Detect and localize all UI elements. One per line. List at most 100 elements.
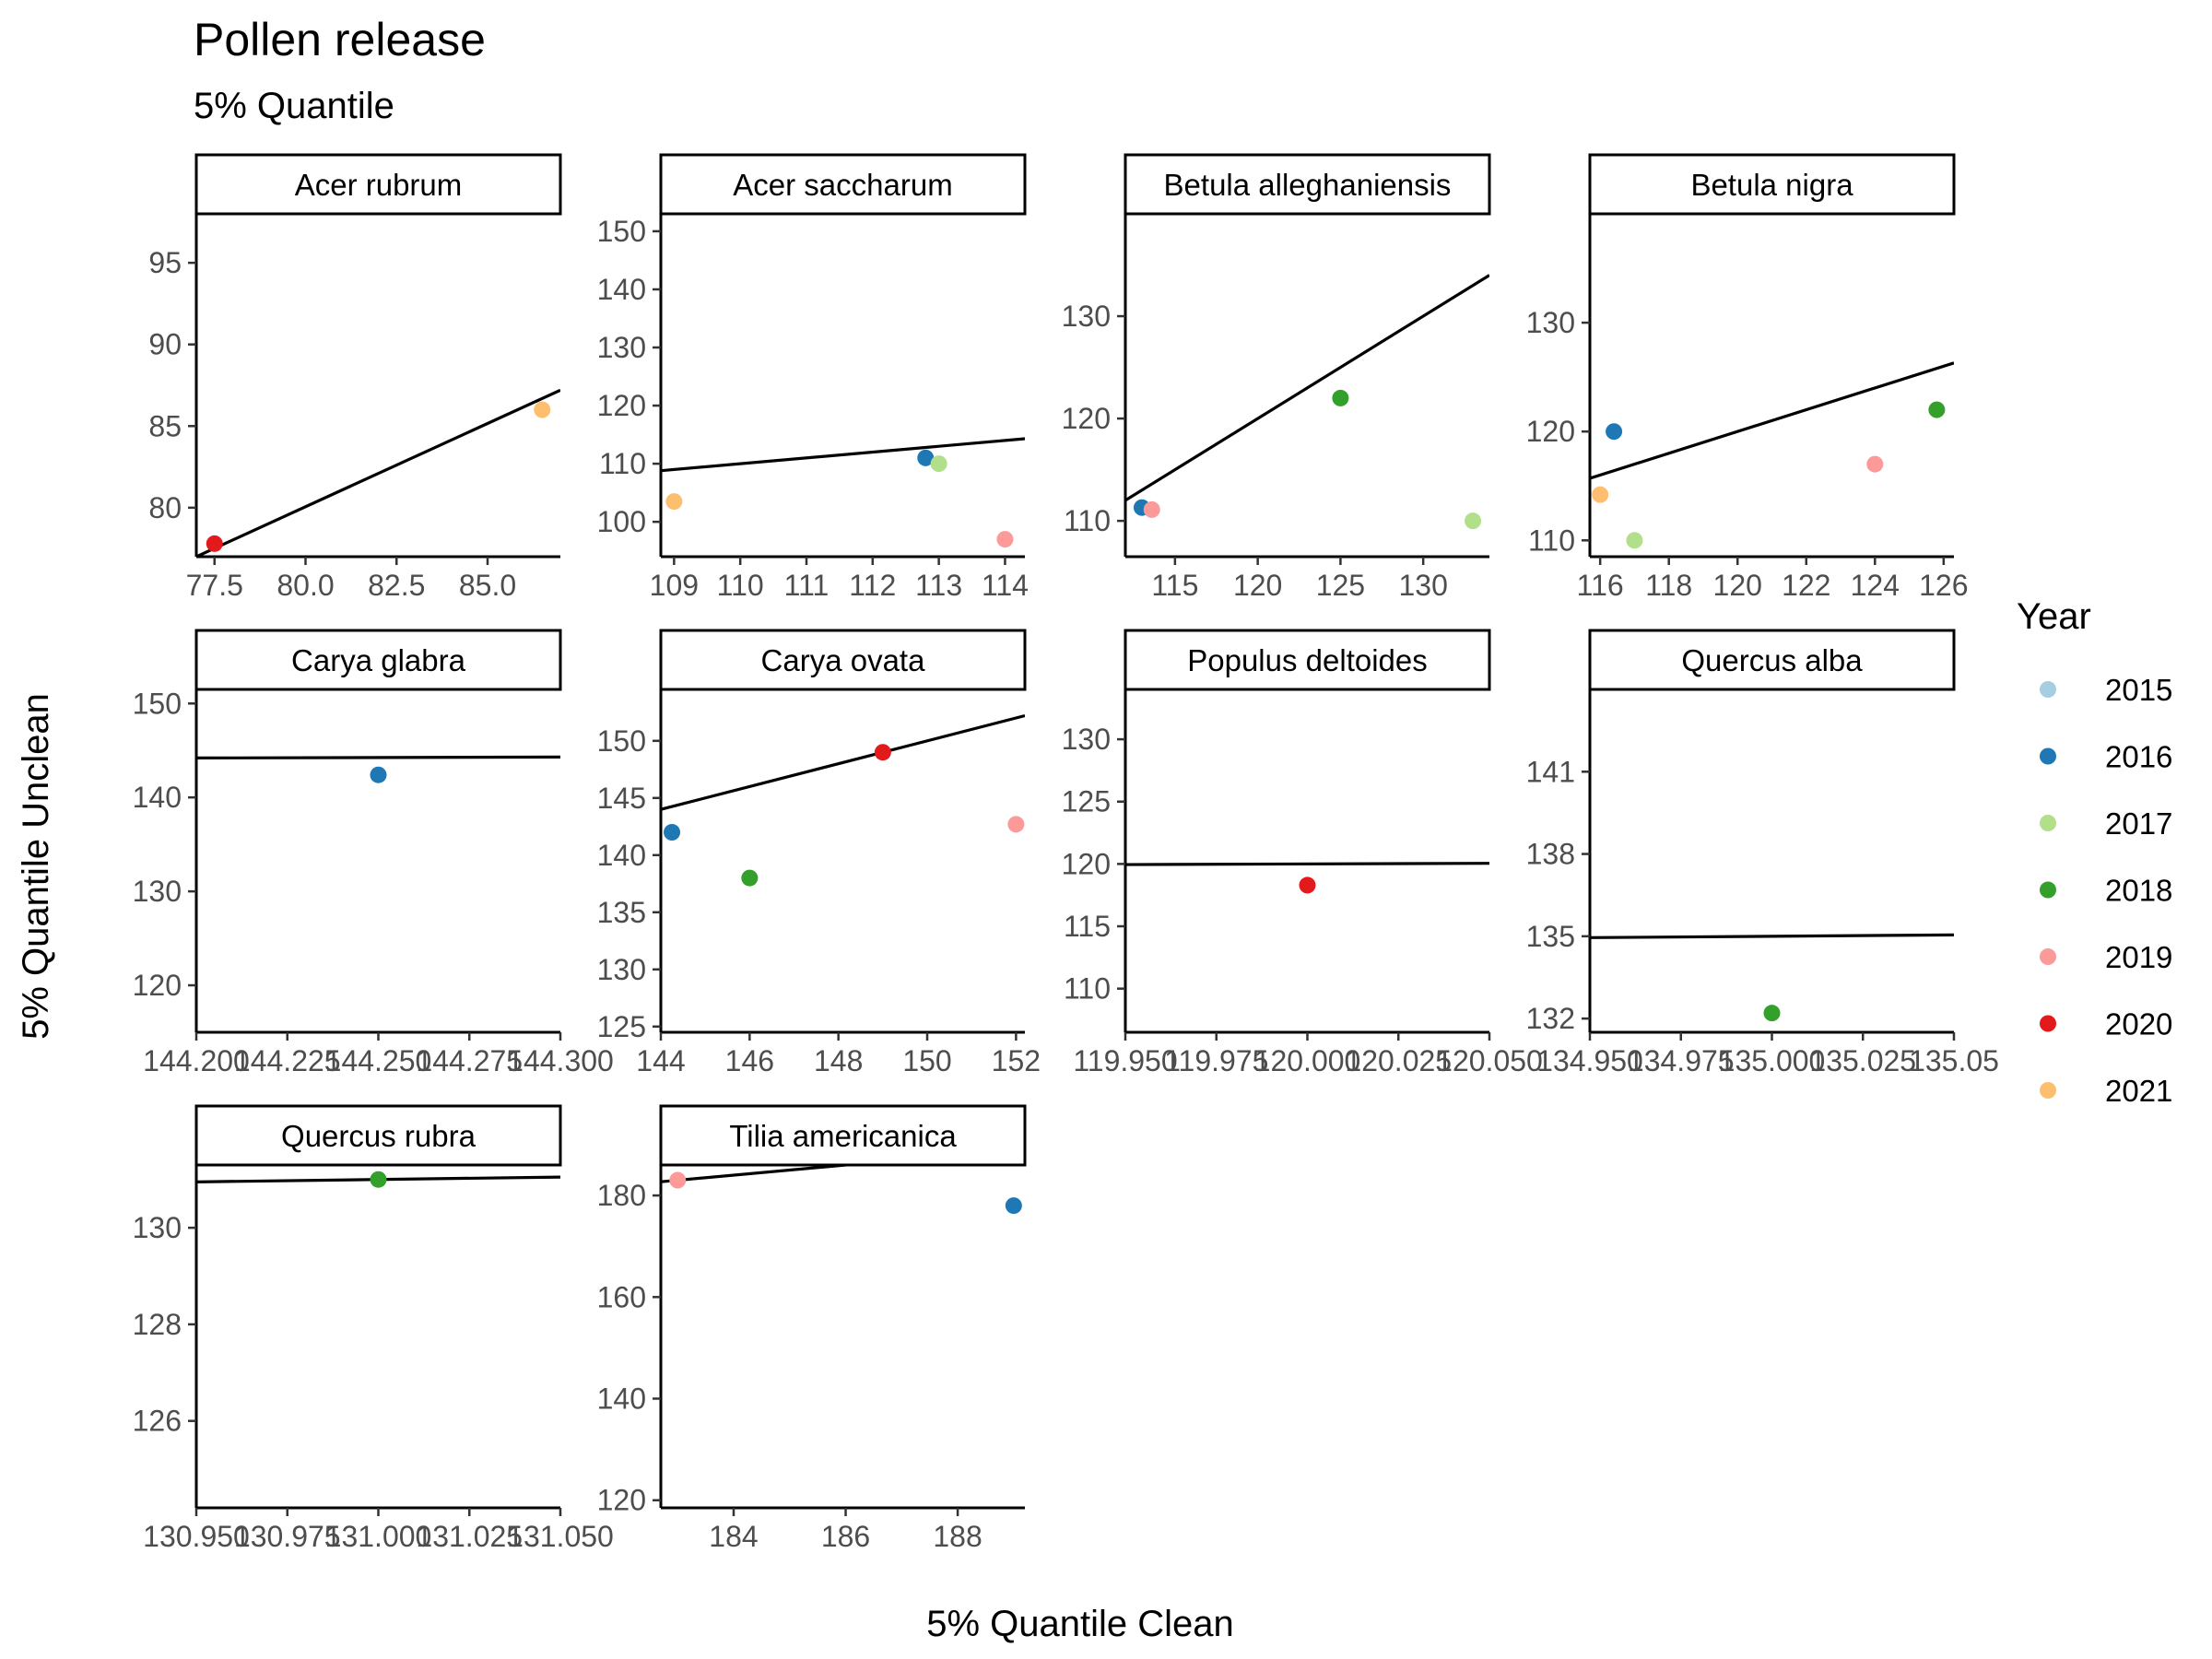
x-tick-label: 144.275 xyxy=(416,1044,523,1077)
data-point-2017 xyxy=(1465,512,1482,530)
fit-line xyxy=(196,755,560,760)
chart-title: Pollen release xyxy=(194,14,486,65)
x-tick-label: 120.050 xyxy=(1436,1044,1543,1077)
panel-data xyxy=(661,1165,863,1183)
data-point-2017 xyxy=(1626,532,1643,549)
x-tick-label: 85.0 xyxy=(459,569,516,602)
legend-key-2016 xyxy=(2040,747,2056,765)
chart-subtitle: 5% Quantile xyxy=(194,86,394,126)
fit-line xyxy=(196,388,560,557)
y-tick-label: 120 xyxy=(1526,415,1575,448)
x-tick-label: 131.000 xyxy=(325,1520,432,1553)
legend-key-2015 xyxy=(2040,681,2056,698)
strip-box xyxy=(659,153,1027,216)
y-tick-label: 140 xyxy=(133,781,182,814)
y-tick-label: 95 xyxy=(148,246,182,279)
y-tick-label: 125 xyxy=(1062,785,1111,818)
data-point-2020 xyxy=(874,744,891,761)
x-tick-label: 82.5 xyxy=(368,569,425,602)
y-tick-label: 140 xyxy=(597,839,646,872)
y-tick-label: 135 xyxy=(1526,920,1575,953)
y-tick-label: 100 xyxy=(597,505,646,538)
legend-key-2017 xyxy=(2040,815,2056,831)
data-point-2017 xyxy=(930,455,947,473)
x-tick-label: 120 xyxy=(1233,569,1282,602)
strip-label: Populus deltoides xyxy=(1187,643,1428,677)
data-point-2019 xyxy=(1866,455,1884,473)
strip-box xyxy=(1588,629,1956,691)
x-tick-label: 135.000 xyxy=(1719,1044,1826,1077)
x-tick-label: 115 xyxy=(1151,569,1198,602)
x-tick-label: 152 xyxy=(992,1044,1041,1077)
legend-label-2021: 2021 xyxy=(2105,1074,2172,1108)
x-tick-label: 77.5 xyxy=(186,569,243,602)
y-tick-label: 180 xyxy=(597,1179,646,1212)
x-tick-label: 120 xyxy=(1713,569,1762,602)
data-point-2021 xyxy=(1592,486,1609,503)
panel-data xyxy=(1125,862,1489,866)
x-tick-label: 135.05 xyxy=(1909,1044,1999,1077)
strip-box xyxy=(659,629,1027,691)
x-tick-label: 144.225 xyxy=(234,1044,341,1077)
data-point-2018 xyxy=(1763,1005,1781,1022)
legend-label-2017: 2017 xyxy=(2105,806,2172,841)
x-tick-label: 150 xyxy=(902,1044,951,1077)
data-point-2021 xyxy=(534,401,551,418)
strip-label: Carya ovata xyxy=(761,643,926,677)
data-point-2018 xyxy=(741,869,759,887)
strip-box xyxy=(194,629,562,691)
fit-line xyxy=(1590,933,1954,939)
panel-tilia-americanica: Tilia americanica 120 140 160 180 184 186 188 xyxy=(597,1104,1027,1553)
panel-carya-ovata: Carya ovata 125 130 135 140 145 150 144 146 148 15… xyxy=(597,629,1041,1077)
panel-quercus-rubra: Quercus rubra126128130130.950130.975131.… xyxy=(133,1104,614,1553)
legend-label-2016: 2016 xyxy=(2105,740,2172,774)
y-tick-label: 120 xyxy=(133,969,182,1002)
strip-box xyxy=(1124,629,1491,691)
data-point-2016 xyxy=(917,449,935,466)
data-point-2020 xyxy=(206,535,223,552)
panel-betula-alleghaniensis: Betula alleghaniensis 110 120 130 115 120 125 1… xyxy=(1062,153,1491,602)
legend-key-2021 xyxy=(2040,1082,2056,1099)
y-tick-label: 141 xyxy=(1526,755,1575,788)
legend-label-2019: 2019 xyxy=(2105,940,2172,974)
data-point-2016 xyxy=(370,766,387,783)
panel-acer-rubrum: Acer rubrum 80 85 90 95 77.5 80.0 82.5 85.0 xyxy=(148,153,562,602)
x-tick-label: 109 xyxy=(650,569,699,602)
y-tick-label: 110 xyxy=(1064,504,1111,537)
panel-populus-deltoides: Populus deltoides110115120125130119.9501… xyxy=(1062,629,1543,1077)
y-tick-label: 110 xyxy=(1064,972,1111,1006)
x-tick-label: 134.950 xyxy=(1536,1044,1643,1077)
fit-line xyxy=(1590,361,1954,480)
strip-label: Acer rubrum xyxy=(295,168,463,202)
x-tick-label: 144.250 xyxy=(325,1044,432,1077)
y-tick-label: 80 xyxy=(148,491,182,524)
x-tick-label: 135.025 xyxy=(1809,1044,1916,1077)
data-point-2016 xyxy=(1606,423,1623,441)
data-point-2019 xyxy=(1143,500,1160,518)
x-tick-label: 114 xyxy=(982,569,1029,602)
fit-line xyxy=(1125,862,1489,866)
data-point-2021 xyxy=(665,493,683,511)
strip-label: Acer saccharum xyxy=(733,168,952,202)
strip-label: Quercus rubra xyxy=(281,1119,477,1153)
x-tick-label: 188 xyxy=(933,1520,982,1553)
y-tick-label: 145 xyxy=(597,782,646,815)
y-tick-label: 130 xyxy=(597,953,646,986)
data-point-2019 xyxy=(669,1171,687,1189)
x-tick-label: 144.300 xyxy=(507,1044,614,1077)
fit-line xyxy=(661,1165,863,1183)
y-tick-label: 150 xyxy=(597,724,646,758)
x-tick-label: 144.200 xyxy=(143,1044,250,1077)
data-point-2016 xyxy=(1005,1197,1022,1215)
x-tick-label: 184 xyxy=(709,1520,758,1553)
legend-key-2020 xyxy=(2040,1015,2056,1032)
y-tick-label: 138 xyxy=(1526,838,1575,871)
y-tick-label: 140 xyxy=(597,1382,646,1416)
data-point-2019 xyxy=(996,531,1014,548)
y-tick-label: 125 xyxy=(597,1010,646,1043)
x-tick-label: 120.000 xyxy=(1254,1044,1361,1077)
y-tick-label: 128 xyxy=(133,1308,182,1341)
y-tick-label: 160 xyxy=(597,1280,646,1313)
